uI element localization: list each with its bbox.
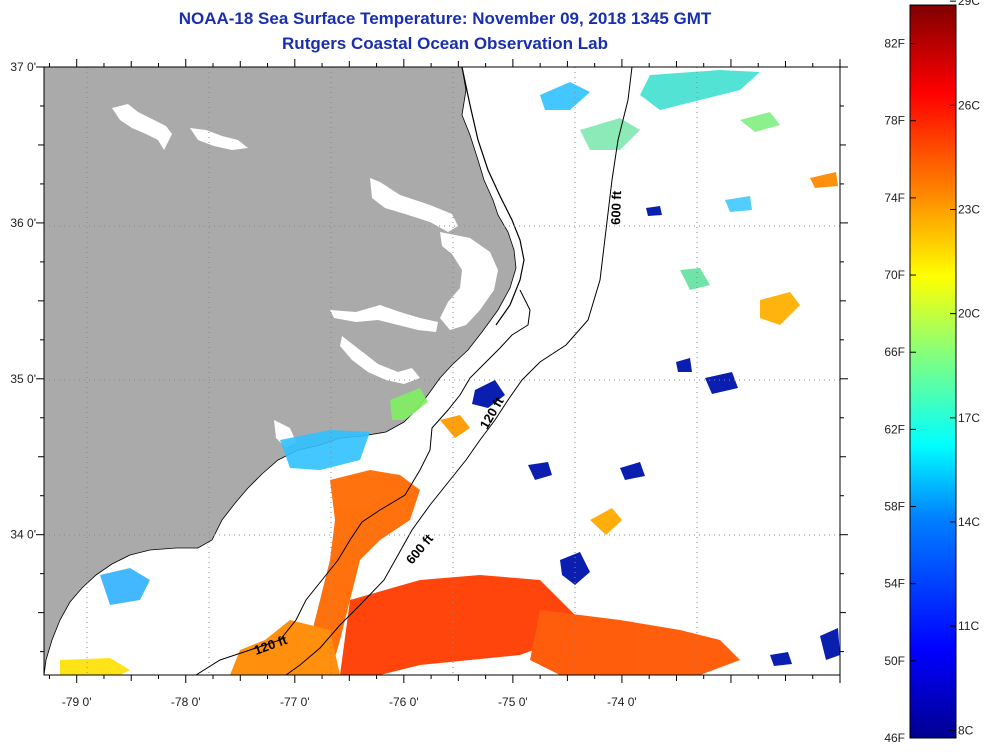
lon-tick-label: -74 0' xyxy=(607,695,637,709)
inland-lake xyxy=(112,104,172,150)
colorbar-f-label: 82F xyxy=(884,37,905,51)
colorbar-c-label: 11C xyxy=(958,619,979,633)
colorbar-c-label: 29C xyxy=(958,0,980,8)
colorbar-f-label: 50F xyxy=(884,654,905,668)
contour-600ft-north xyxy=(285,67,633,675)
longitude-axis: -79 0' -78 0' -77 0' -76 0' -75 0' -74 0' xyxy=(48,59,841,709)
sst-cold-patches xyxy=(472,206,840,666)
colorbar-f-label: 62F xyxy=(884,422,905,436)
colorbar-labels: 82F 78F 74F 70F 66F 62F 58F 54F 50F 46F 29C 26C 23C 2… xyxy=(884,0,980,745)
lon-tick-label: -78 0' xyxy=(171,695,201,709)
neuse-river xyxy=(330,305,438,332)
map-subtitle: Rutgers Coastal Ocean Observation Lab xyxy=(282,34,608,53)
colorbar-f-label: 46F xyxy=(884,731,905,745)
sst-cool-water xyxy=(60,70,780,675)
colorbar-f-label: 66F xyxy=(884,345,905,359)
map-frame xyxy=(43,66,841,676)
lon-tick-label: -77 0' xyxy=(280,695,310,709)
colorbar-c-label: 23C xyxy=(958,202,980,216)
albemarle-sound xyxy=(370,178,458,232)
lat-tick-label: 35 0' xyxy=(10,372,36,386)
contour-label-600ft-north: 600 ft xyxy=(608,190,624,225)
contour-120ft xyxy=(195,289,531,675)
colorbar-f-label: 70F xyxy=(884,268,905,282)
lat-tick-label: 34 0' xyxy=(10,528,36,542)
lon-tick-label: -76 0' xyxy=(389,695,419,709)
lat-tick-label: 37 0' xyxy=(10,60,36,74)
colorbar-c-label: 17C xyxy=(958,411,980,425)
lat-tick-label: 36 0' xyxy=(10,216,36,230)
colorbar-c-label: 14C xyxy=(958,515,980,529)
outer-banks xyxy=(461,67,525,326)
lon-tick-label: -79 0' xyxy=(62,695,92,709)
colorbar-f-label: 58F xyxy=(884,500,905,514)
sst-warm-water xyxy=(230,172,838,675)
pamlico-sound xyxy=(440,232,498,330)
map-title: NOAA-18 Sea Surface Temperature: Novembe… xyxy=(178,9,712,28)
colorbar-f-label: 74F xyxy=(884,191,905,205)
pamlico-river xyxy=(340,336,420,384)
lon-tick-label: -75 0' xyxy=(498,695,528,709)
colorbar-f-label: 78F xyxy=(884,114,905,128)
inland-lake xyxy=(190,128,248,150)
latitude-axis: 37 0' 36 0' 35 0' 34 0' xyxy=(10,60,848,653)
colorbar-c-label: 26C xyxy=(958,98,980,112)
colorbar-c-label: 8C xyxy=(958,723,974,737)
colorbar-f-label: 54F xyxy=(884,577,905,591)
colorbar-c-label: 20C xyxy=(958,307,980,321)
colorbar xyxy=(909,4,957,739)
